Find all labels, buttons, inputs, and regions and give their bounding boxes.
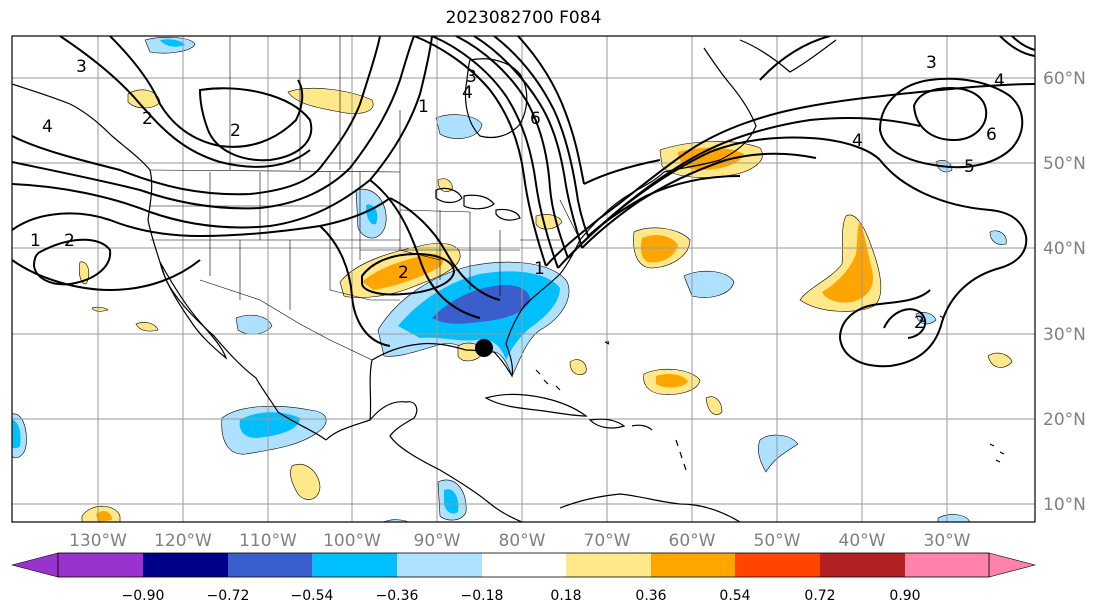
contour-label: 6 [530, 109, 541, 129]
storm-center-marker [475, 339, 493, 357]
lat-label: 50°N [1043, 154, 1086, 174]
colorbar-segment [58, 553, 143, 577]
colorbar-tick-label: −0.54 [291, 588, 334, 604]
lon-label: 60°W [669, 531, 716, 551]
contour-label-group: 3 4 2 2 1 2 4 3 6 1 2 1 3 4 6 4 5 2 [30, 53, 1005, 333]
contour-label: 5 [964, 157, 975, 177]
contour-label: 2 [142, 109, 153, 129]
contour-lines [12, 36, 1035, 368]
colorbar-segment [143, 553, 228, 577]
graticule [12, 36, 1035, 522]
lon-label: 50°W [754, 531, 801, 551]
lon-label: 130°W [69, 531, 127, 551]
political-borders [149, 36, 581, 361]
map-frame [11, 35, 1036, 523]
colorbar-segment [312, 553, 397, 577]
colorbar-tick-label: 0.36 [635, 588, 666, 604]
colorbar-tick-label: 0.18 [550, 588, 581, 604]
contour-label: 3 [926, 53, 937, 73]
lat-label: 30°N [1043, 325, 1086, 345]
contour-label: 2 [64, 231, 75, 251]
latitude-labels: 60°N 50°N 40°N 30°N 20°N 10°N [1043, 69, 1086, 515]
lon-label: 90°W [414, 531, 461, 551]
contour-label: 1 [418, 97, 429, 117]
colorbar-outline [57, 552, 990, 578]
contour-label: 2 [230, 121, 241, 141]
colorbar-segment [905, 553, 989, 577]
contour-label: 1 [30, 231, 41, 251]
contour-label: 3 [466, 67, 477, 87]
contour-label: 2 [914, 313, 925, 333]
colorbar-tick-label: 0.72 [804, 588, 835, 604]
contour-label: 2 [398, 263, 409, 283]
contour-label: 3 [76, 57, 87, 77]
colorbar-tick-label: 0.54 [719, 588, 750, 604]
contour-label: 4 [462, 83, 473, 103]
contour-label: 4 [994, 71, 1005, 91]
colorbar-segment [228, 553, 312, 577]
colorbar-segment [482, 553, 566, 577]
colorbar-segment [566, 553, 651, 577]
colorbar-over-arrow [988, 552, 1037, 578]
lon-label: 100°W [323, 531, 381, 551]
lat-label: 20°N [1043, 410, 1086, 430]
lon-label: 30°W [924, 531, 971, 551]
longitude-labels: 130°W 120°W 110°W 100°W 90°W 80°W 70°W 6… [69, 531, 971, 551]
lon-label: 40°W [839, 531, 886, 551]
lat-label: 10°N [1043, 495, 1086, 515]
colorbar-tick-label: −0.36 [376, 588, 419, 604]
colorbar: −0.90 −0.72 −0.54 −0.36 −0.18 0.18 0.36 … [10, 552, 1037, 604]
colorbar-tick-label: 0.90 [889, 588, 920, 604]
contour-label: 1 [534, 259, 545, 279]
colorbar-segment [651, 553, 735, 577]
lon-label: 80°W [499, 531, 546, 551]
colorbar-segment [735, 553, 820, 577]
colorbar-tick-label: −0.90 [122, 588, 165, 604]
lon-label: 120°W [154, 531, 212, 551]
colorbar-segment [397, 553, 482, 577]
map-title: 2023082700 F084 [445, 8, 602, 28]
colorbar-tick-label: −0.18 [461, 588, 504, 604]
colorbar-segment [820, 553, 905, 577]
contour-label: 4 [852, 131, 863, 151]
lon-label: 70°W [584, 531, 631, 551]
colorbar-tick-label: −0.72 [207, 588, 250, 604]
contour-label: 4 [42, 117, 53, 137]
colorbar-under-arrow [10, 552, 59, 578]
contour-label: 6 [986, 125, 997, 145]
lat-label: 40°N [1043, 239, 1086, 259]
lon-label: 110°W [239, 531, 297, 551]
lat-label: 60°N [1043, 69, 1086, 89]
